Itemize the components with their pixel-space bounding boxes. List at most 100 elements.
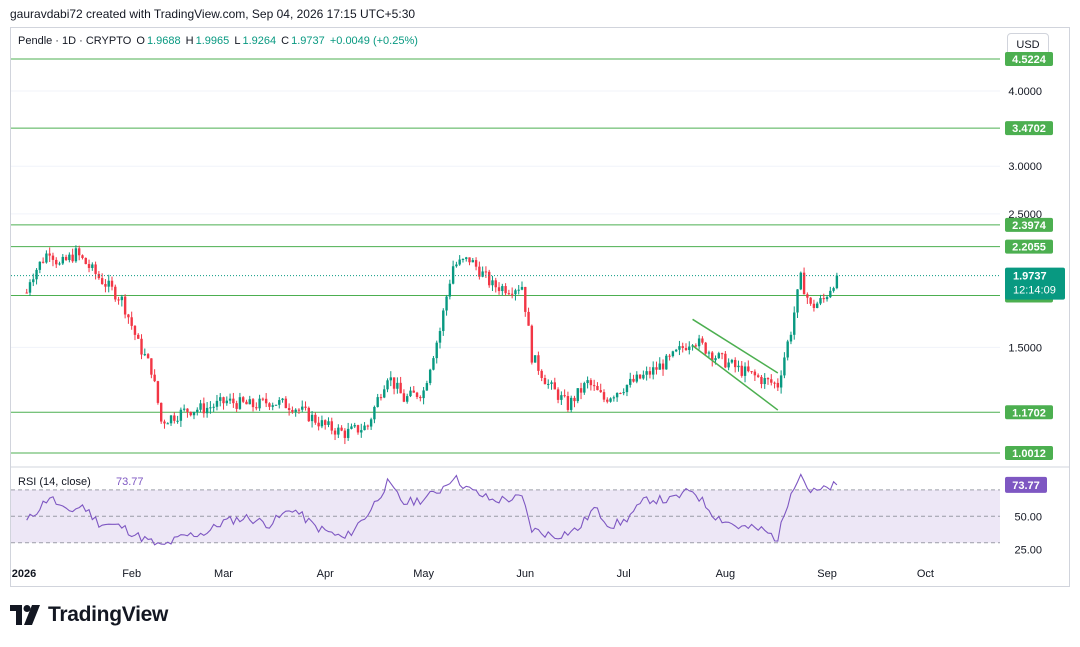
candle-body xyxy=(363,425,366,431)
level-label-box xyxy=(1005,405,1053,420)
candle-body xyxy=(737,365,740,368)
candle-body xyxy=(169,415,173,424)
candle-body xyxy=(419,396,422,399)
candle-body xyxy=(579,388,583,393)
candle-body xyxy=(609,398,612,402)
candle-body xyxy=(196,409,199,412)
candle-body xyxy=(409,390,412,397)
level-label: 1.0012 xyxy=(1012,448,1046,460)
candle-body xyxy=(330,421,333,431)
candle-body xyxy=(41,261,45,263)
candle-body xyxy=(583,383,586,393)
candle-body xyxy=(346,428,350,438)
candle-body xyxy=(812,303,816,308)
candle-body xyxy=(671,351,675,357)
candle-body xyxy=(822,298,825,300)
candle-body xyxy=(533,355,537,363)
candle-body xyxy=(507,293,511,295)
candle-body xyxy=(78,248,81,256)
x-tick-label: Mar xyxy=(214,568,233,580)
candle-body xyxy=(576,388,579,402)
candle-body xyxy=(212,406,215,408)
candle-body xyxy=(192,411,196,416)
candle-body xyxy=(64,256,68,261)
tradingview-logo-icon xyxy=(10,605,40,625)
candle-body xyxy=(642,374,645,379)
candle-body xyxy=(301,406,304,410)
level-label-box xyxy=(1005,446,1053,461)
candle-body xyxy=(724,353,727,368)
candle-body xyxy=(734,359,737,368)
candle-body xyxy=(750,371,753,373)
candle-body xyxy=(514,290,517,295)
x-tick-label: Oct xyxy=(917,568,934,580)
candle-body xyxy=(251,399,255,408)
candle-body xyxy=(61,256,64,264)
candle-body xyxy=(304,406,307,408)
candle-body xyxy=(688,346,691,350)
candle-body xyxy=(684,347,688,350)
candle-body xyxy=(176,420,179,422)
candle-body xyxy=(264,398,268,404)
candle-body xyxy=(314,414,317,423)
candle-body xyxy=(747,366,750,372)
symbol-legend[interactable]: Pendle · 1D · CRYPTO O 1.9688 H 1.9965 L 1.… xyxy=(18,35,420,47)
candle-body xyxy=(711,352,714,361)
candle-body xyxy=(661,363,665,370)
candle-body xyxy=(48,253,51,256)
candle-body xyxy=(242,397,245,402)
candle-body xyxy=(51,255,55,260)
candle-body xyxy=(589,380,593,386)
high-value: 1.9965 xyxy=(195,35,230,47)
x-tick-label: Sep xyxy=(817,568,837,580)
candle-body xyxy=(291,409,294,412)
candle-body xyxy=(645,371,648,375)
candle-body xyxy=(232,398,235,404)
candle-body xyxy=(360,430,363,433)
candle-body xyxy=(140,338,143,355)
candle-body xyxy=(438,331,442,343)
candle-body xyxy=(71,254,74,262)
tradingview-logo[interactable]: TradingView xyxy=(10,603,168,627)
candle-body xyxy=(353,425,356,427)
candle-body xyxy=(327,421,330,425)
candle-body xyxy=(615,392,619,398)
candle-body xyxy=(573,397,576,402)
candle-body xyxy=(530,325,534,363)
candle-body xyxy=(333,430,337,435)
candle-body xyxy=(599,390,602,393)
candle-body xyxy=(491,280,494,286)
candle-body xyxy=(415,392,419,397)
candle-body xyxy=(451,266,455,284)
candle-body xyxy=(730,359,734,363)
candle-body xyxy=(619,392,622,394)
candle-body xyxy=(209,407,212,409)
rsi-tick-label: 25.00 xyxy=(1014,544,1042,556)
candle-body xyxy=(829,290,832,298)
price-tick-label: 4.0000 xyxy=(1008,86,1042,98)
candle-body xyxy=(373,406,376,420)
x-tick-label: Feb xyxy=(122,568,141,580)
candle-body xyxy=(166,423,169,425)
candle-body xyxy=(658,363,661,370)
candle-body xyxy=(412,390,415,393)
candle-body xyxy=(182,408,186,410)
chart-frame xyxy=(10,27,1070,587)
candle-body xyxy=(586,380,589,384)
candle-body xyxy=(383,389,386,398)
candle-body xyxy=(681,346,684,348)
candle-body xyxy=(287,408,291,410)
candle-body xyxy=(137,334,140,339)
level-label: 4.5224 xyxy=(1012,54,1047,66)
candle-body xyxy=(566,396,570,410)
candle-body xyxy=(55,259,58,265)
candle-body xyxy=(100,278,104,284)
candle-body xyxy=(638,374,642,379)
x-tick-label: 2026 xyxy=(12,568,36,580)
candle-body xyxy=(225,400,228,404)
candle-body xyxy=(478,266,481,277)
price-tick-label: 3.0000 xyxy=(1008,161,1042,173)
candle-body xyxy=(455,264,458,267)
candle-body xyxy=(343,430,347,438)
